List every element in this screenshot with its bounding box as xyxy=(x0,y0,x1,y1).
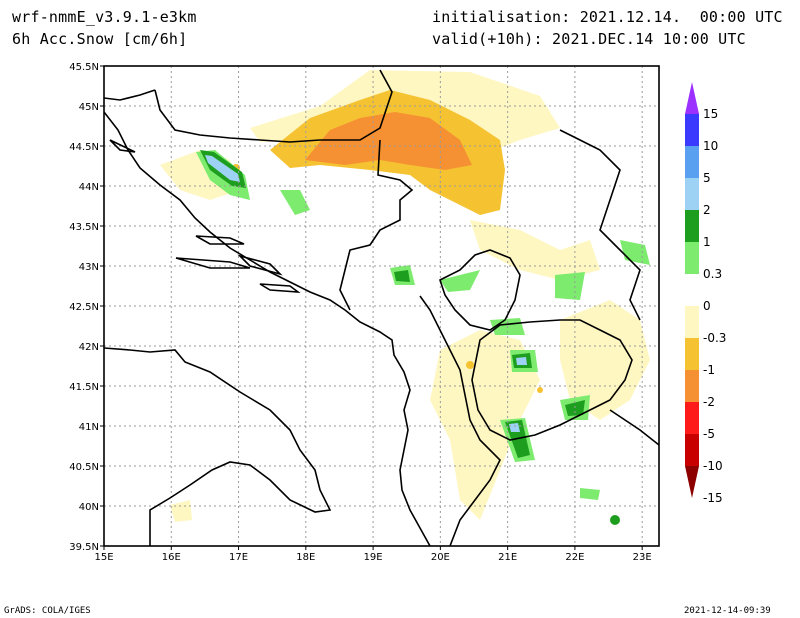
colorbar-label: 0.3 xyxy=(703,267,722,281)
colorbar-label: -5 xyxy=(703,427,715,441)
coastlines-borders xyxy=(104,69,659,546)
colorbar: 15 10 5 2 1 0.3 0 -0.3 -1 -2 -5 -10 -15 xyxy=(685,82,726,505)
island-1 xyxy=(109,139,136,153)
colorbar-label: 10 xyxy=(703,139,718,153)
border-croatia-hungary xyxy=(104,89,156,101)
variable-title: 6h Acc.Snow [cm/6h] xyxy=(12,30,188,48)
lat-axis: 45.5N 45N 44.5N 44N 43.5N 43N 42.5N 42N 41.5N 41N… xyxy=(69,62,104,553)
border-kosovo xyxy=(439,249,521,331)
island-2 xyxy=(195,235,245,245)
lat-tick-label: 43N xyxy=(79,262,99,273)
valid-time: valid(+10h): 2021.DEC.14 10:00 UTC xyxy=(432,30,746,48)
island-4 xyxy=(259,283,301,293)
snow-spot xyxy=(537,387,543,393)
colorbar-swatch xyxy=(685,242,699,274)
lat-tick-label: 41.5N xyxy=(69,382,99,393)
colorbar-swatch xyxy=(685,370,699,402)
lat-tick-label: 44.5N xyxy=(69,142,99,153)
colorbar-swatch xyxy=(685,274,699,306)
lat-tick-label: 43.5N xyxy=(69,222,99,233)
lat-tick-label: 44N xyxy=(79,182,99,193)
lat-tick-label: 45.5N xyxy=(69,62,99,73)
border-bulgaria xyxy=(559,129,641,321)
colorbar-swatch xyxy=(685,402,699,434)
footer-left: GrADS: COLA/IGES xyxy=(4,606,91,616)
colorbar-label: 0 xyxy=(703,299,711,313)
snow-spot xyxy=(466,361,474,369)
lon-tick-label: 15E xyxy=(94,552,113,563)
colorbar-label: -10 xyxy=(703,459,723,473)
snow-blue-2 xyxy=(516,357,527,365)
colorbar-swatch xyxy=(685,82,699,114)
snow-blue-1 xyxy=(205,155,240,182)
colorbar-label: -0.3 xyxy=(703,331,726,345)
colorbar-label: -15 xyxy=(703,491,723,505)
colorbar-swatch xyxy=(685,338,699,370)
model-title: wrf-nmmE_v3.9.1-e3km xyxy=(12,8,197,26)
snow-green-10 xyxy=(620,240,650,265)
init-time: initialisation: 2021.12.14. 00:00 UTC xyxy=(432,8,783,26)
border-albania-east xyxy=(419,295,501,546)
snow-area-orange xyxy=(305,112,472,170)
border-serbia-east xyxy=(339,139,414,311)
snow-green-9 xyxy=(555,272,585,300)
snow-area-light-5 xyxy=(170,500,192,522)
colorbar-label: 15 xyxy=(703,107,718,121)
lon-tick-label: 20E xyxy=(431,552,450,563)
snow-area-light-4 xyxy=(560,300,650,420)
lat-tick-label: 39.5N xyxy=(69,542,99,553)
coastline-italy xyxy=(104,347,332,546)
colorbar-label: -2 xyxy=(703,395,715,409)
colorbar-swatch xyxy=(685,114,699,146)
colorbar-label: -1 xyxy=(703,363,715,377)
snow-green-2 xyxy=(280,190,310,215)
snow-darkgreen-2 xyxy=(394,270,410,282)
snow-blue-3 xyxy=(509,423,520,432)
lon-tick-label: 23E xyxy=(633,552,652,563)
snow-spot xyxy=(610,515,620,525)
lat-tick-label: 45N xyxy=(79,102,99,113)
border-greece-north xyxy=(609,409,659,446)
snow-green-11 xyxy=(580,488,600,500)
snow-green-4 xyxy=(440,270,480,292)
lon-tick-label: 18E xyxy=(296,552,315,563)
lon-axis: 15E 16E 17E 18E 19E 20E 21E 22E 23E xyxy=(94,546,652,563)
colorbar-swatch xyxy=(685,210,699,242)
lat-tick-label: 42.5N xyxy=(69,302,99,313)
lat-tick-label: 41N xyxy=(79,422,99,433)
snow-area-light-6 xyxy=(470,220,600,280)
lon-tick-label: 22E xyxy=(565,552,584,563)
colorbar-swatch xyxy=(685,178,699,210)
island-3 xyxy=(175,257,251,269)
lon-tick-label: 19E xyxy=(364,552,383,563)
coastline-adriatic-east xyxy=(104,111,431,546)
lon-tick-label: 21E xyxy=(498,552,517,563)
colorbar-label: 1 xyxy=(703,235,711,249)
colorbar-swatch xyxy=(685,306,699,338)
snow-area-light-3 xyxy=(430,330,540,520)
grid-lines xyxy=(104,66,659,546)
colorbar-label: 5 xyxy=(703,171,711,185)
lon-tick-label: 16E xyxy=(162,552,181,563)
colorbar-label: 2 xyxy=(703,203,711,217)
lat-tick-label: 40N xyxy=(79,502,99,513)
colorbar-swatch xyxy=(685,434,699,466)
colorbar-swatch xyxy=(685,466,699,498)
border-macedonia xyxy=(471,319,633,441)
border-bosnia-serbia xyxy=(154,69,393,143)
colorbar-swatch xyxy=(685,146,699,178)
footer-right: 2021-12-14-09:39 xyxy=(684,606,771,616)
lat-tick-label: 40.5N xyxy=(69,462,99,473)
island-5 xyxy=(237,254,283,276)
lat-tick-label: 42N xyxy=(79,342,99,353)
lon-tick-label: 17E xyxy=(229,552,248,563)
snow-field xyxy=(160,70,650,525)
